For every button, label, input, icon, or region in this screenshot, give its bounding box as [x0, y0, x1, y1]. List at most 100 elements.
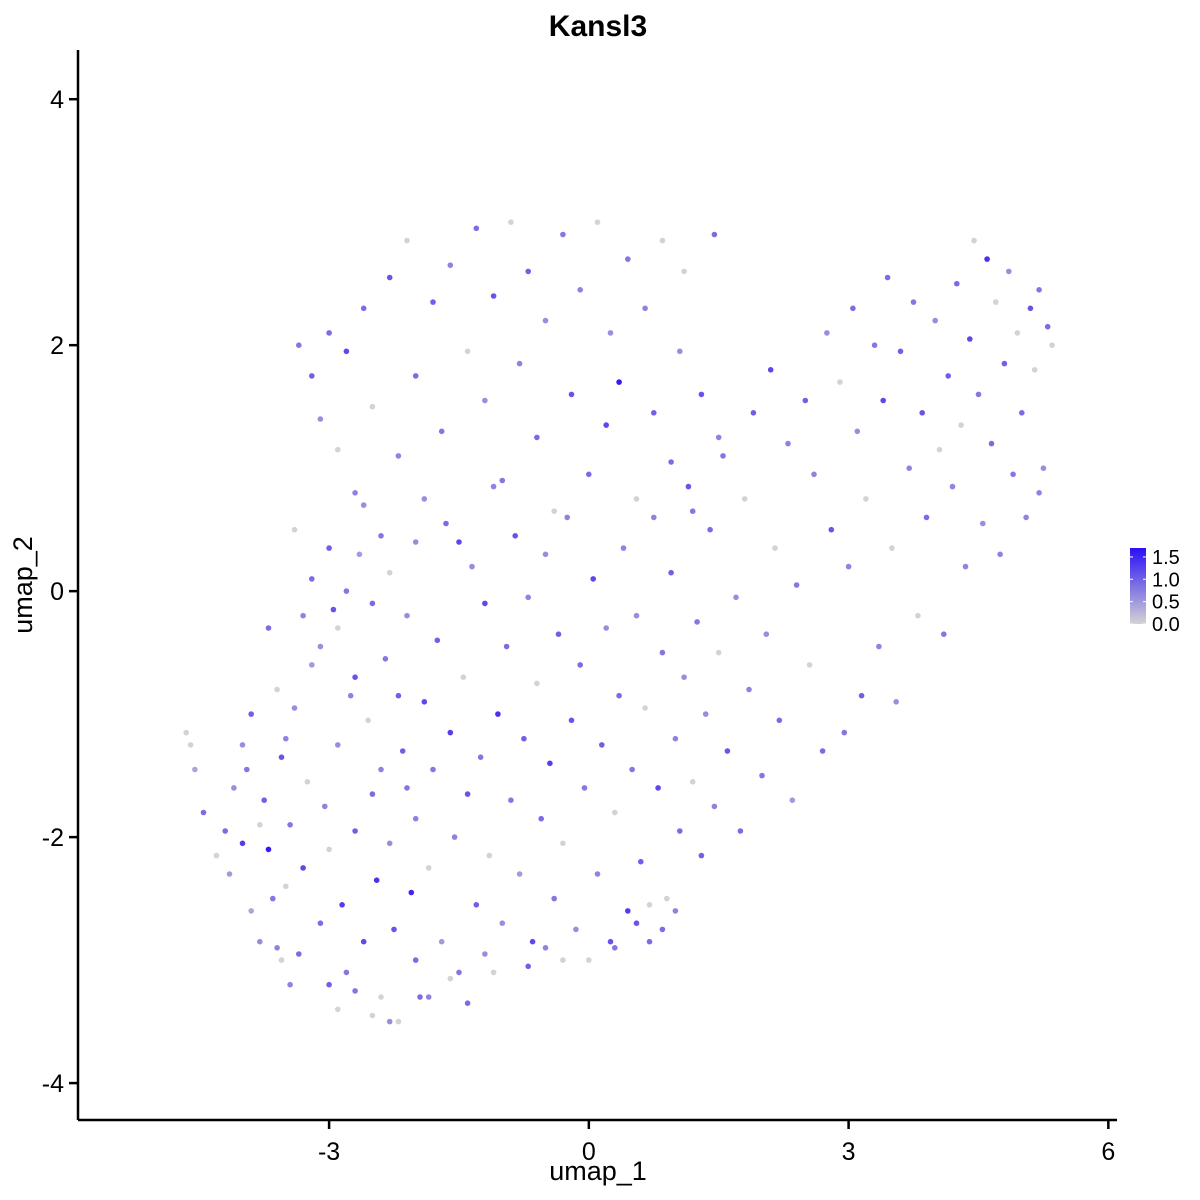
- data-point: [603, 422, 609, 428]
- x-tick-label: 0: [582, 1138, 596, 1166]
- data-point: [391, 926, 397, 933]
- data-point: [811, 471, 817, 478]
- data-point: [360, 938, 367, 945]
- data-point: [283, 735, 289, 742]
- data-point: [360, 502, 367, 508]
- data-point: [668, 459, 674, 465]
- data-point: [785, 440, 791, 447]
- data-point: [659, 237, 666, 244]
- data-point: [508, 797, 514, 803]
- data-point: [763, 631, 770, 637]
- data-point: [495, 711, 501, 717]
- data-point: [672, 735, 679, 742]
- data-point: [257, 938, 263, 945]
- data-point: [607, 938, 614, 945]
- data-point: [1036, 490, 1042, 496]
- data-point: [668, 569, 674, 576]
- data-point: [936, 446, 943, 453]
- data-point: [581, 785, 588, 791]
- data-point: [915, 612, 921, 619]
- points-layer: [183, 219, 1055, 1025]
- data-point: [633, 496, 640, 502]
- data-point: [412, 957, 419, 963]
- data-point: [677, 348, 683, 355]
- data-point: [573, 926, 579, 933]
- data-point: [213, 852, 220, 859]
- data-point: [568, 717, 575, 724]
- data-point: [369, 1012, 376, 1019]
- data-point: [1001, 360, 1008, 367]
- data-point: [222, 828, 228, 834]
- data-point: [1019, 410, 1025, 416]
- data-point: [633, 920, 640, 926]
- data-point: [651, 514, 657, 521]
- data-point: [711, 803, 718, 810]
- data-point: [257, 822, 263, 828]
- data-point: [889, 545, 895, 551]
- y-tick-label: 2: [50, 332, 64, 360]
- data-point: [335, 446, 341, 453]
- data-point: [633, 612, 640, 619]
- data-point: [482, 397, 488, 404]
- data-point: [365, 717, 371, 724]
- data-point: [360, 305, 367, 312]
- data-point: [300, 865, 306, 871]
- data-point: [1006, 268, 1012, 275]
- data-point: [192, 766, 198, 773]
- data-point: [759, 772, 765, 779]
- data-point: [863, 496, 869, 502]
- colorbar: [1130, 548, 1146, 624]
- data-point: [430, 766, 436, 773]
- data-point: [1031, 367, 1038, 373]
- data-point: [525, 594, 531, 601]
- data-point: [274, 686, 280, 693]
- data-point: [819, 748, 826, 754]
- data-point: [270, 895, 276, 902]
- data-point: [473, 225, 480, 232]
- data-point: [378, 533, 384, 539]
- data-point: [317, 643, 324, 650]
- data-point: [521, 735, 527, 742]
- data-point: [425, 865, 432, 871]
- data-point: [586, 957, 592, 963]
- data-point: [962, 563, 969, 570]
- data-point: [702, 711, 709, 717]
- data-point: [300, 612, 306, 619]
- data-point: [412, 815, 419, 822]
- data-point: [876, 643, 882, 650]
- data-point: [373, 877, 380, 883]
- data-point: [529, 938, 536, 945]
- data-point: [404, 612, 410, 619]
- data-point: [447, 262, 454, 269]
- data-point: [542, 945, 549, 951]
- data-point: [646, 938, 653, 945]
- data-point: [417, 994, 423, 1000]
- data-point: [412, 373, 419, 379]
- data-point: [265, 846, 272, 853]
- data-point: [993, 299, 999, 305]
- data-point: [261, 797, 268, 803]
- data-point: [772, 545, 778, 551]
- data-point: [806, 662, 813, 668]
- data-point: [248, 908, 254, 914]
- data-point: [382, 656, 389, 662]
- data-point: [386, 1018, 393, 1025]
- data-point: [369, 600, 376, 607]
- data-point: [352, 674, 358, 680]
- data-point: [793, 582, 800, 588]
- data-point: [958, 422, 964, 428]
- y-tick-label: 0: [50, 578, 64, 606]
- data-point: [577, 287, 583, 293]
- data-point: [975, 391, 982, 398]
- data-point: [187, 742, 194, 748]
- data-point: [642, 305, 648, 312]
- data-point: [278, 754, 285, 760]
- data-point: [949, 483, 956, 490]
- data-point: [309, 576, 315, 582]
- data-point: [296, 342, 302, 349]
- data-point: [594, 219, 601, 225]
- data-point: [577, 662, 583, 668]
- data-point: [1036, 287, 1042, 293]
